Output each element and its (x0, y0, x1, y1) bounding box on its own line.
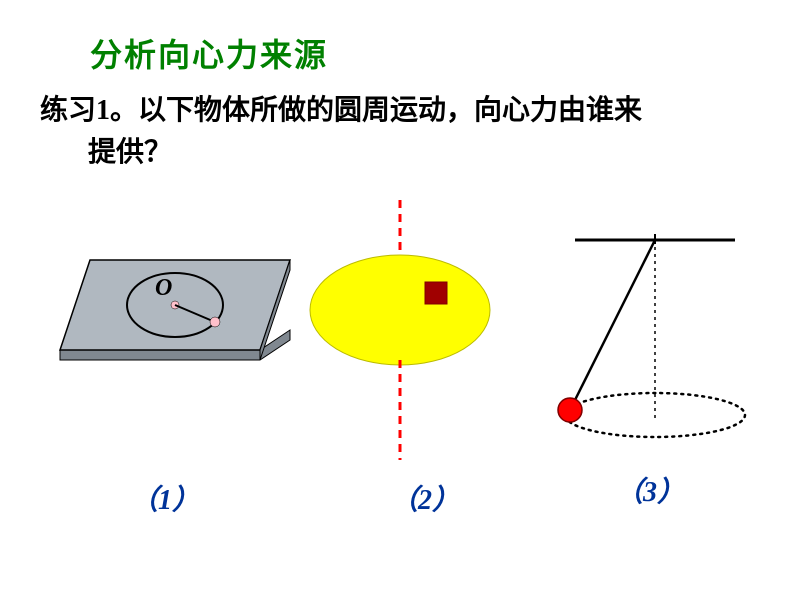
label-3: （3） (615, 470, 685, 510)
label-2: （2） (390, 478, 460, 518)
diagram-3 (558, 234, 745, 437)
question-line-1: 练习1。以下物体所做的圆周运动，向心力由谁来 (40, 90, 754, 132)
diagram-2 (310, 200, 490, 460)
diagram-1: O (60, 260, 290, 360)
label-1: （1） (130, 478, 200, 518)
question-text: 练习1。以下物体所做的圆周运动，向心力由谁来 提供？ (40, 90, 754, 174)
diagrams-svg: O (0, 200, 794, 480)
page-title: 分析向心力来源 (90, 30, 328, 76)
diagrams-container: O (0, 200, 794, 480)
svg-text:O: O (155, 275, 172, 301)
question-line-2: 提供？ (40, 132, 754, 174)
